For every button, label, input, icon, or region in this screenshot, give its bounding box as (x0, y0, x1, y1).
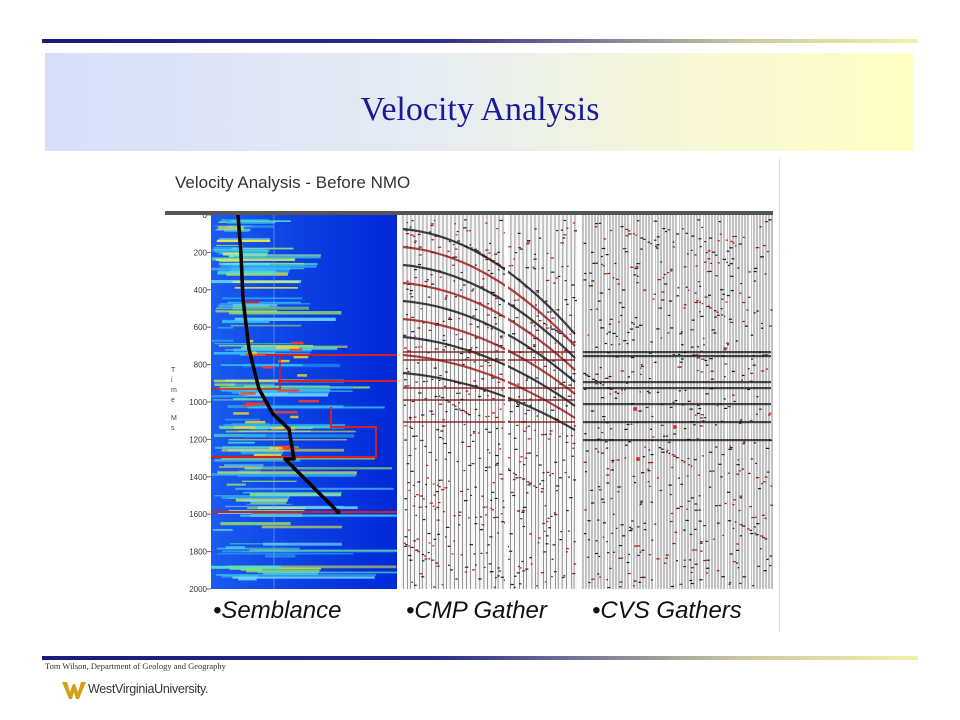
author-credit: Tom Wilson, Department of Geology and Ge… (45, 661, 226, 671)
time-axis-title-letter: T (171, 367, 176, 374)
time-axis-tick-label: 1400 (189, 473, 207, 482)
semblance-label: •Semblance (213, 597, 342, 624)
time-axis (165, 215, 211, 589)
wvu-logo: WestVirginiaUniversity. (62, 679, 262, 701)
time-axis-tick-label: 1000 (189, 398, 207, 407)
time-axis-tick-label: 600 (194, 323, 208, 332)
wvu-flying-wv-icon (62, 682, 86, 699)
time-axis-tick-label: 400 (194, 286, 208, 295)
velocity-function-line (236, 214, 340, 514)
time-axis-tick-label: 1600 (189, 510, 207, 519)
time-axis-tick-label: 1800 (189, 548, 207, 557)
top-divider (42, 39, 918, 43)
cmp-gather-panel (401, 215, 577, 589)
time-axis-title-letter: e (171, 397, 175, 404)
cmp-gather-label: •CMP Gather (406, 597, 547, 624)
figure-caption: Velocity Analysis - Before NMO (175, 173, 411, 192)
wvu-logo-text: WestVirginiaUniversity. (88, 682, 209, 696)
cvs-gathers-label: •CVS Gathers (592, 597, 742, 624)
time-axis-title-letter: s (171, 425, 175, 432)
time-axis-title-letter: M (171, 415, 177, 422)
time-axis-tick-label: 200 (194, 248, 208, 257)
time-axis-tick-label: 0 (203, 211, 208, 220)
semblance-panel (211, 214, 397, 589)
time-axis-tick-label: 1200 (189, 435, 207, 444)
slide-title: Velocity Analysis (360, 91, 600, 128)
time-axis-ticks: 0 200 400 600 800 1000 1200 1400 1600 1800 2000 (189, 211, 211, 594)
time-axis-title-letter: m (171, 387, 177, 394)
cvs-gathers-panel (581, 215, 773, 589)
figure-graphic: 0 200 400 600 800 1000 1200 1400 1600 1800 2000 Ti… (165, 211, 773, 594)
title-band (45, 53, 913, 151)
bottom-divider (42, 656, 918, 660)
time-axis-tick-label: 800 (194, 361, 208, 370)
time-axis-tick-label: 2000 (189, 585, 207, 594)
time-axis-title-letter: i (171, 377, 173, 384)
